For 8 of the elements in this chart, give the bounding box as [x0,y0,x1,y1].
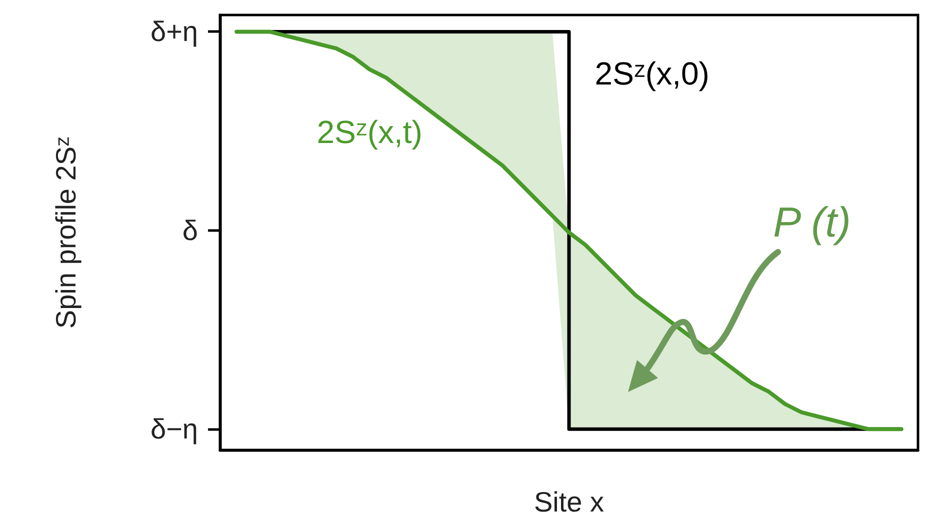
series-label: 2Sᶻ(x,0) [594,56,710,92]
text: δ−η [150,414,198,445]
series-label: 2Sᶻ(x,t) [316,114,422,150]
x-axis-title: Site x [534,486,604,518]
text: δ+η [150,16,198,48]
annotation: P (t) [773,198,851,246]
y-axis-title: Spin profile 2Sᶻ [50,136,82,329]
text: δ [182,214,198,246]
